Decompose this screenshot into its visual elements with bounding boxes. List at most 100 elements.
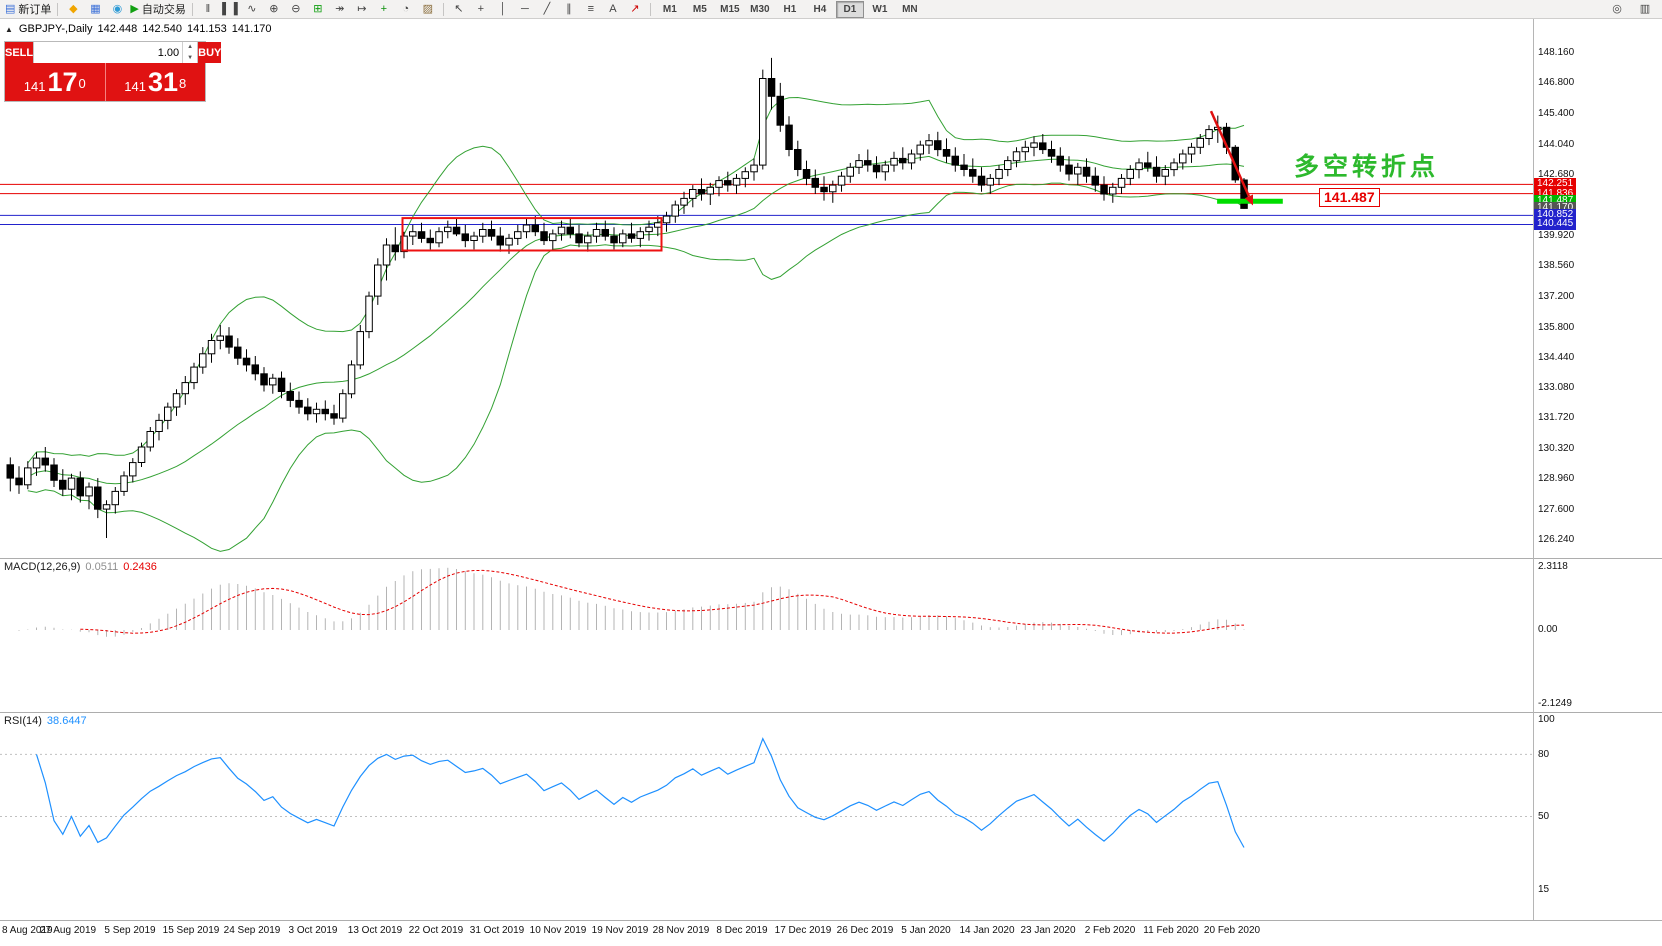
timeframe-h1[interactable]: H1 (783, 3, 797, 15)
lot-decrease-icon[interactable]: ▼ (187, 54, 194, 61)
candle-down (59, 479, 67, 490)
candle-up (1004, 160, 1012, 171)
chart-windows-button[interactable]: ▦ (84, 1, 106, 17)
candle-up (890, 157, 898, 166)
autotrading-button[interactable]: ▶ 自动交易 (128, 1, 187, 17)
timeframe-m15[interactable]: M15 (720, 3, 740, 15)
channel-button[interactable]: ∥ (558, 1, 580, 17)
candle-up (365, 295, 373, 333)
candle-up (1074, 166, 1082, 175)
buy-price-box[interactable]: 141 31 8 (104, 63, 205, 101)
sell-price-box[interactable]: 141 17 0 (5, 63, 105, 101)
lot-input[interactable] (34, 42, 183, 63)
rsi-scale-label: 15 (1538, 884, 1550, 895)
candle-up (592, 229, 601, 237)
candle-up (1126, 169, 1134, 179)
data-window-button[interactable]: ▥ (1634, 1, 1656, 17)
candle-down (802, 169, 811, 179)
timeframe-m30[interactable]: M30 (750, 3, 770, 15)
candle-up (986, 177, 994, 186)
buy-button[interactable]: BUY (198, 42, 222, 63)
text-button[interactable]: A (602, 1, 624, 17)
candle-up (689, 189, 697, 199)
zoom-in-button[interactable]: ⊕ (263, 1, 285, 17)
timeframe-d1[interactable]: D1 (835, 0, 864, 18)
candle-up (181, 382, 189, 395)
metaquotes-button[interactable]: ◆ (62, 1, 84, 17)
bollinger-lower-band (27, 182, 1245, 552)
candle-down (531, 224, 539, 233)
timeframe-m1[interactable]: M1 (662, 3, 677, 15)
chart-shift-button[interactable]: ↦ (351, 1, 373, 17)
macd-indicator-label: MACD(12,26,9) 0.0511 0.2436 (4, 561, 157, 573)
timeframe-h4[interactable]: H4 (813, 3, 827, 15)
fibonacci-button[interactable]: ≡ (580, 1, 602, 17)
zoom-out-button[interactable]: ⊖ (285, 1, 307, 17)
pane-separator[interactable] (0, 558, 1662, 559)
time-axis-label: 2 Feb 2020 (1084, 925, 1136, 936)
candle-down (969, 169, 977, 177)
candle-down (242, 357, 251, 366)
vertical-line-button[interactable]: │ (492, 1, 514, 17)
candles-series (6, 57, 1248, 538)
candle-down (304, 406, 312, 415)
pane-separator[interactable] (0, 712, 1662, 713)
auto-scroll-button[interactable]: ↠ (329, 1, 351, 17)
time-axis-label: 5 Jan 2020 (901, 925, 951, 936)
candle-down (391, 244, 399, 253)
crosshair-icon: + (477, 2, 485, 15)
macd-canvas[interactable] (0, 559, 1533, 712)
trendline-button[interactable]: ╱ (536, 1, 558, 17)
sell-price-prefix: 141 (23, 78, 46, 94)
quick-search-button[interactable]: ◎ (1606, 1, 1628, 17)
new-order-button-label: 新订单 (18, 4, 52, 16)
candle-up (111, 490, 119, 506)
rsi-canvas[interactable] (0, 713, 1533, 920)
templates-button[interactable]: ▨ (417, 1, 439, 17)
horizontal-line-button[interactable]: ─ (514, 1, 536, 17)
bollinger-middle-band (27, 155, 1245, 485)
line-chart-button[interactable]: ∿ (241, 1, 263, 17)
community-button[interactable]: ◉ (106, 1, 128, 17)
main-chart-canvas[interactable] (0, 19, 1533, 558)
candle-up (67, 477, 76, 490)
candle-up (619, 233, 627, 244)
candle-up (1012, 151, 1021, 162)
indicators-button[interactable]: + (373, 1, 395, 17)
candle-up (382, 244, 391, 266)
one-click-toggle-icon[interactable]: ▲ (5, 24, 13, 34)
timeframe-w1[interactable]: W1 (872, 3, 888, 15)
indicators-icon: + (380, 2, 388, 15)
timeframe-mn[interactable]: MN (902, 3, 918, 15)
toolbar: ▤ 新订单 ◆ ▦ ◉ ▶ 自动交易 ‖ ▌▐ ∿ ⊕ ⊖ ⊞ ↠ ↦ + ◔ ▨ ↖ + │ ─ ╱ ∥ ≡ A ↗ M1 M5 M1… (0, 0, 1662, 19)
lot-stepper: ▲ ▼ (182, 42, 197, 63)
tile-windows-button[interactable]: ⊞ (307, 1, 329, 17)
crosshair-button[interactable]: + (470, 1, 492, 17)
cursor-button[interactable]: ↖ (448, 1, 470, 17)
candle-down (15, 477, 23, 486)
macd-value-signal: 0.2436 (123, 561, 157, 573)
new-order-button[interactable]: ▤ 新订单 (3, 1, 53, 17)
periods-button[interactable]: ◔ (395, 1, 417, 17)
candle-down (575, 233, 583, 244)
timeframe-m5[interactable]: M5 (692, 3, 707, 15)
candle-down (899, 157, 907, 164)
macd-signal-line (80, 569, 1245, 634)
candle-up (514, 231, 522, 239)
candle-down (50, 464, 58, 481)
macd-name: MACD(12,26,9) (4, 561, 81, 573)
bar-chart-button[interactable]: ‖ (197, 1, 219, 17)
candle-down (601, 229, 609, 237)
lot-increase-icon[interactable]: ▲ (187, 44, 194, 51)
price-scale-label: 144.040 (1538, 139, 1575, 150)
candle-down (94, 486, 102, 510)
pane-separator[interactable] (0, 920, 1662, 921)
toolbar-separator (191, 2, 193, 16)
price-note-annotation: 141.487 (1319, 188, 1380, 207)
time-axis-label: 28 Nov 2019 (652, 925, 710, 936)
candle-up (916, 144, 924, 155)
candlestick-chart-button[interactable]: ▌▐ (219, 1, 241, 17)
metaquotes-icon: ◆ (69, 2, 78, 15)
sell-button[interactable]: SELL (5, 42, 34, 63)
arrows-button[interactable]: ↗ (624, 1, 646, 17)
